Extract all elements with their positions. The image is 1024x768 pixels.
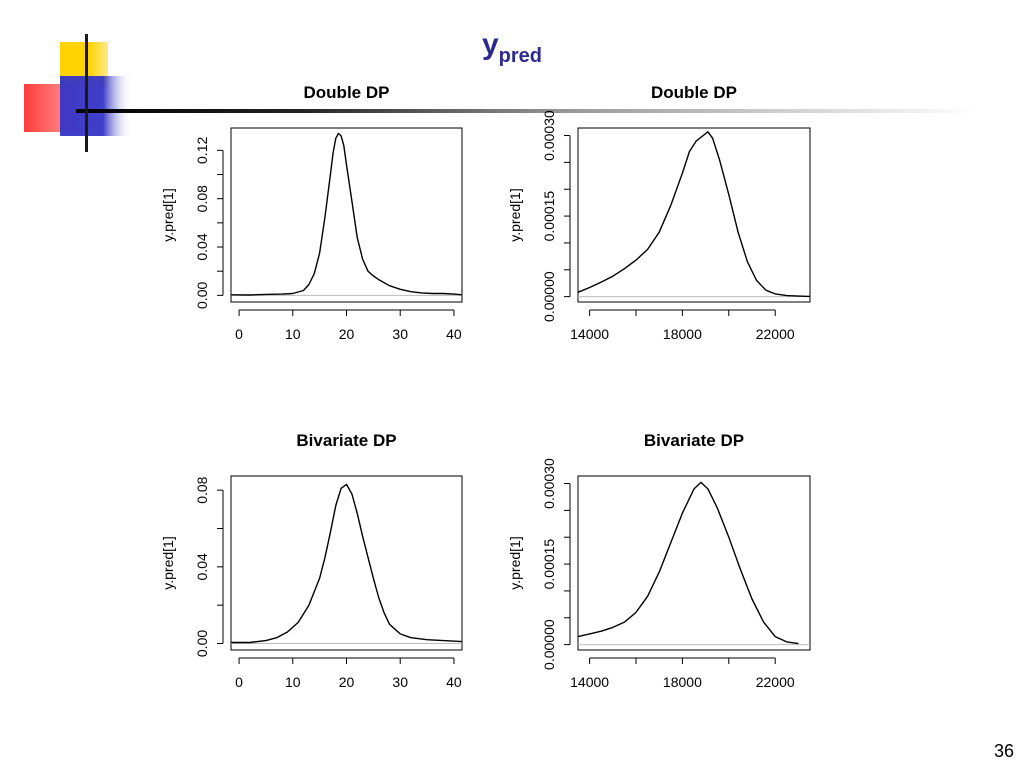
x-tick-label: 14000	[570, 326, 609, 342]
x-tick-label: 10	[285, 326, 301, 342]
density-curve	[577, 131, 811, 298]
x-tick-label: 40	[446, 674, 462, 690]
y-tick-label: 0.00015	[541, 191, 557, 242]
y-tick-label: 0.00030	[541, 110, 557, 161]
y-tick-label: 0.08	[194, 185, 210, 212]
x-tick-label: 40	[446, 326, 462, 342]
x-tick-label: 0	[235, 326, 243, 342]
density-curve	[577, 481, 799, 645]
y-tick-label: 0.04	[194, 233, 210, 260]
y-tick-label: 0.00015	[541, 539, 557, 590]
y-tick-label: 0.04	[194, 553, 210, 580]
y-axis-label: y.pred[1]	[507, 188, 523, 241]
decorative-header-graphic	[24, 34, 976, 152]
plot-top-right: Double DP y.pred[1] 14000 18000 22000 0.00000…	[507, 83, 811, 342]
y-axis-label: y.pred[1]	[160, 188, 176, 241]
x-tick-label: 30	[392, 674, 408, 690]
plot-frame	[230, 127, 463, 303]
page-number: 36	[993, 741, 1014, 761]
density-curve	[231, 483, 463, 644]
slide-title-main: y	[481, 28, 499, 61]
y-tick-label: 0.00	[194, 630, 210, 657]
chart-title: Double DP	[651, 83, 737, 102]
plot-top-left: Double DP y.pred[1] 0 10 20 30 40 0.00 0.04 0.08 0…	[160, 83, 463, 342]
deco-vertical-rule	[85, 34, 88, 152]
x-tick-label: 10	[285, 674, 301, 690]
x-tick-label: 22000	[756, 326, 795, 342]
plot-frame	[230, 475, 463, 651]
x-tick-label: 0	[235, 674, 243, 690]
x-tick-label: 20	[339, 674, 355, 690]
y-tick-label: 0.08	[194, 476, 210, 503]
chart-title: Bivariate DP	[296, 431, 396, 450]
y-tick-label: 0.00	[194, 282, 210, 309]
plot-frame	[577, 127, 811, 303]
slide-title: ypred	[0, 28, 1024, 68]
y-axis-label: y.pred[1]	[507, 536, 523, 589]
y-tick-label: 0.12	[194, 137, 210, 164]
y-tick-label: 0.00030	[541, 458, 557, 509]
y-tick-label: 0.00000	[541, 619, 557, 670]
plot-frame	[577, 475, 811, 651]
deco-horizontal-rule	[76, 109, 976, 113]
y-tick-label: 0.00000	[541, 271, 557, 322]
x-tick-label: 22000	[756, 674, 795, 690]
x-tick-label: 14000	[570, 674, 609, 690]
density-curve	[230, 132, 463, 296]
plot-bottom-left: Bivariate DP y.pred[1] 0 10 20 30 40 0.00 0.04 0.…	[160, 431, 463, 690]
x-tick-label: 30	[392, 326, 408, 342]
x-tick-label: 20	[339, 326, 355, 342]
chart-title: Bivariate DP	[644, 431, 744, 450]
x-tick-label: 18000	[663, 326, 702, 342]
plot-bottom-right: Bivariate DP y.pred[1] 14000 18000 22000 0.00…	[507, 431, 811, 690]
x-tick-label: 18000	[663, 674, 702, 690]
y-axis-label: y.pred[1]	[160, 536, 176, 589]
slide-title-subscript: pred	[498, 45, 543, 67]
deco-blue-block	[60, 76, 132, 136]
chart-title: Double DP	[304, 83, 390, 102]
